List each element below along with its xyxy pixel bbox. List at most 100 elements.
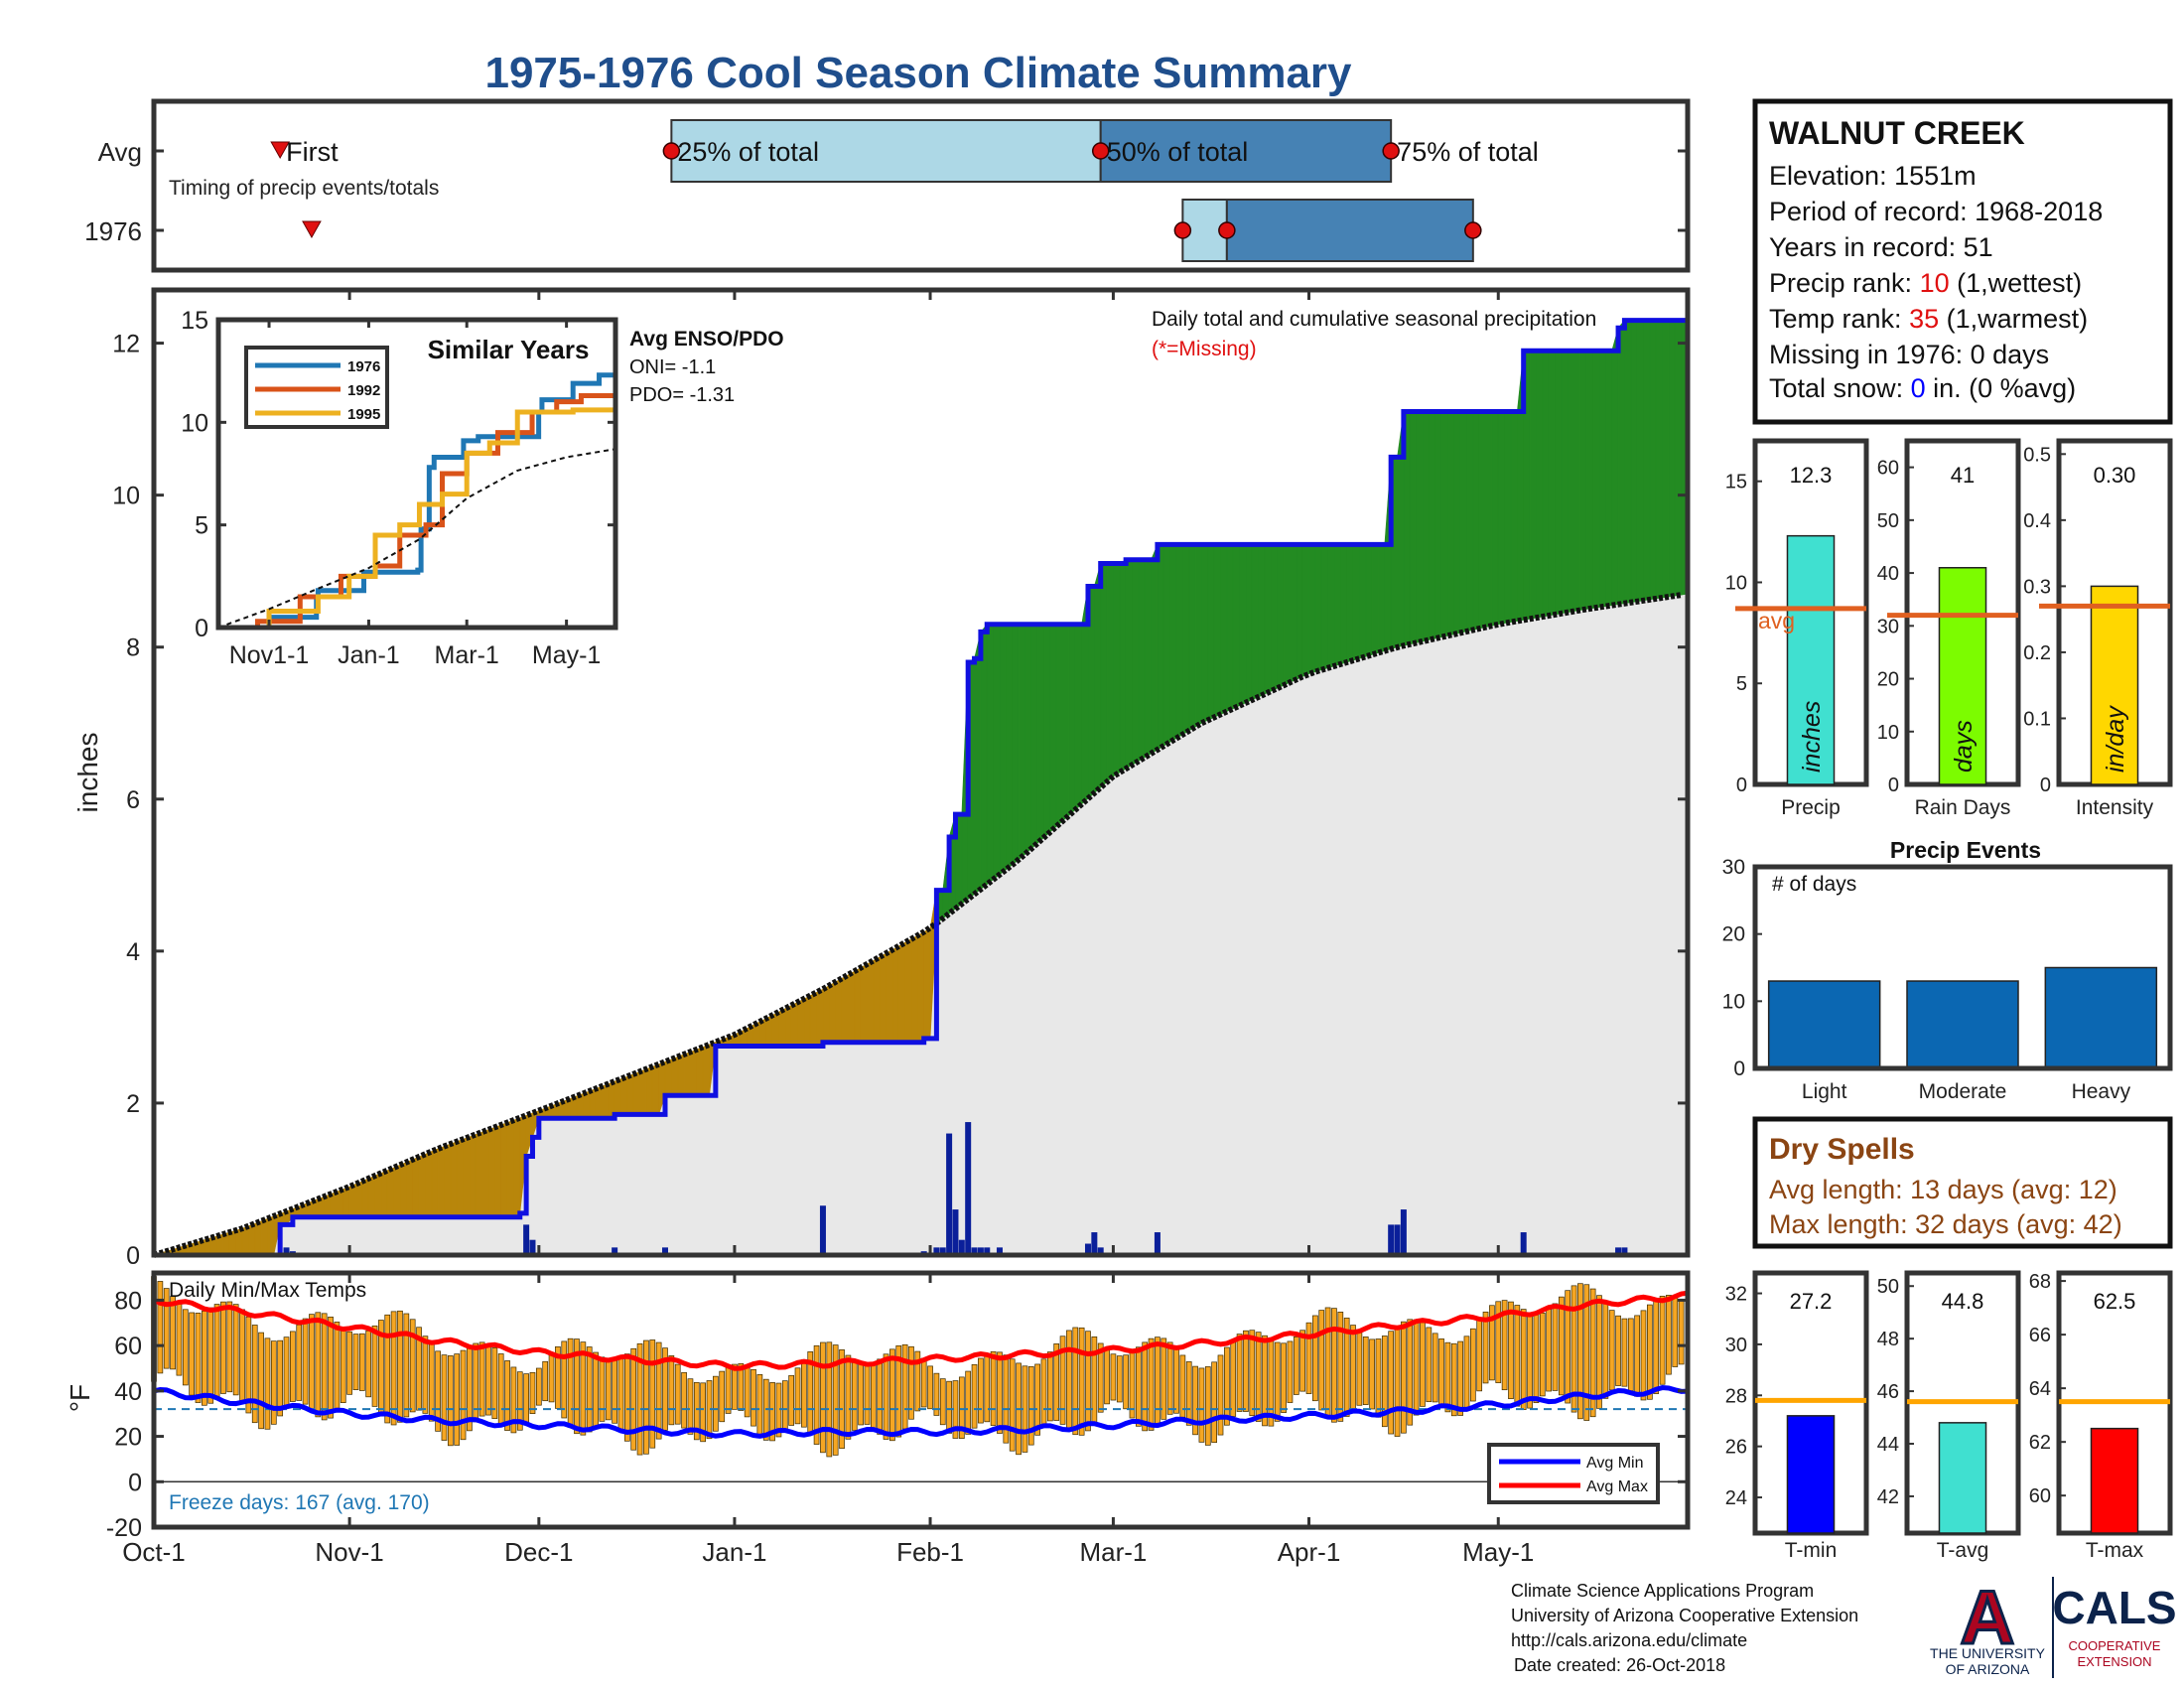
daily-temp-bar [624, 1353, 630, 1442]
timing-label-p25: 25% of total [677, 137, 819, 167]
daily-temp-bar [649, 1339, 656, 1449]
bar-panel-precip: avg 12.3 inches 0 5 10 15 Precip [1725, 438, 1869, 819]
daily-temp-bar [877, 1358, 884, 1435]
daily-temp-bar [839, 1349, 845, 1450]
avg-25-50-box [670, 119, 1102, 183]
below-average-fill [374, 1172, 382, 1218]
daily-temp-bar [1179, 1354, 1186, 1418]
small-y-tick-label: 0 [1736, 774, 1747, 796]
above-average-fill [1226, 544, 1234, 713]
small-y-tick-label: 50 [1877, 510, 1899, 532]
inset-y-tick-label: 5 [195, 512, 208, 540]
events-y-tick-label: 30 [1722, 856, 1745, 879]
temp-bar-panel-t-min: 27.2 24 26 28 30 32 T-min [1725, 1270, 1869, 1562]
daily-temp-bar [397, 1310, 403, 1423]
daily-precip-bar [1091, 1232, 1098, 1255]
daily-temp-bar [693, 1381, 700, 1441]
daily-temp-bar [315, 1312, 322, 1418]
below-average-fill [923, 927, 931, 1040]
above-average-fill [1429, 411, 1435, 640]
temps-title: Daily Min/Max Temps [169, 1279, 366, 1302]
daily-precip-bar [283, 1247, 290, 1255]
daily-temp-bar [1142, 1341, 1149, 1432]
below-average-fill [513, 1117, 521, 1218]
temp-bar-value-label: 44.8 [1942, 1289, 1984, 1314]
daily-temp-bar [1621, 1318, 1628, 1387]
event-bar-light [1767, 980, 1881, 1069]
month-tick-label: Apr-1 [1278, 1537, 1341, 1567]
daily-temp-bar [920, 1357, 927, 1408]
above-average-fill [1320, 544, 1328, 671]
small-y-tick-label: 5 [1736, 673, 1747, 695]
above-average-fill [1485, 411, 1493, 629]
daily-temp-bar [643, 1339, 649, 1455]
daily-precip-bar [1615, 1247, 1622, 1255]
above-average-fill [1239, 544, 1247, 707]
month-tick-label: Dec-1 [504, 1537, 573, 1567]
chart-title: 1975-1976 Cool Season Climate Summary [484, 49, 1352, 97]
temps-y-tick-label: 0 [128, 1469, 142, 1496]
main-y-tick-label: 4 [126, 938, 140, 966]
below-average-fill [632, 1070, 640, 1115]
daily-temp-bar [725, 1366, 732, 1414]
daily-temp-bar [788, 1374, 795, 1426]
daily-temp-bar [946, 1380, 952, 1434]
daily-temp-bar [1596, 1295, 1602, 1409]
daily-temp-bar [1040, 1358, 1047, 1427]
daily-temp-bar [599, 1356, 606, 1422]
daily-temp-bar [1236, 1334, 1243, 1412]
above-average-fill [1422, 411, 1430, 642]
station-info-box: WALNUT CREEK Elevation: 1551m Period of … [1752, 98, 2173, 425]
above-average-fill [1327, 544, 1335, 669]
daily-precip-bar [946, 1133, 953, 1255]
freeze-days: Freeze days: 167 (avg. 170) [169, 1491, 430, 1514]
footer-line4: Date created: 26-Oct-2018 [1514, 1655, 1725, 1675]
events-y-tick-label: 0 [1733, 1057, 1745, 1080]
daily-temp-bar [251, 1325, 258, 1424]
below-average-fill [367, 1175, 375, 1218]
below-average-fill [671, 1055, 679, 1096]
below-average-fill [614, 1078, 621, 1115]
above-average-fill [1365, 544, 1373, 657]
above-average-fill [1283, 544, 1291, 686]
below-average-fill [651, 1063, 659, 1115]
daily-temp-bar [713, 1375, 719, 1432]
daily-temp-bar [1659, 1296, 1666, 1385]
small-y-tick-label: 0.2 [2023, 642, 2051, 664]
event-bar-moderate [1906, 980, 2019, 1069]
daily-temp-bar [270, 1340, 277, 1425]
daily-temp-bar [580, 1341, 587, 1436]
daily-temp-bar [769, 1382, 775, 1442]
daily-temp-bar [794, 1367, 801, 1425]
daily-temp-bar [908, 1345, 914, 1420]
daily-temp-bar [264, 1337, 271, 1430]
timing-subtitle: Timing of precip events/totals [169, 177, 439, 200]
daily-precip-bar [971, 1247, 978, 1255]
below-average-fill [816, 988, 824, 1048]
daily-temp-bar [1666, 1295, 1672, 1375]
below-average-fill [437, 1146, 445, 1218]
below-average-fill [639, 1068, 647, 1115]
daily-temp-bar [1356, 1331, 1363, 1406]
above-average-fill [1062, 624, 1070, 822]
daily-temp-bar [990, 1350, 997, 1426]
daily-temp-bar [1653, 1299, 1660, 1394]
daily-temp-bar [700, 1382, 706, 1443]
above-average-fill [1536, 350, 1544, 619]
inset-x-tick-label: Mar-1 [435, 641, 499, 669]
above-average-fill [1043, 624, 1051, 839]
below-average-fill [481, 1129, 489, 1218]
oni-value: ONI= -1.1 [629, 356, 716, 378]
daily-temp-bar [1520, 1309, 1527, 1410]
daily-temp-bar [1046, 1351, 1053, 1422]
temp-small-y-tick-label: 64 [2029, 1378, 2051, 1400]
timing-label-p50: 50% of total [1107, 137, 1249, 167]
inset-x-tick-label: Jan-1 [338, 641, 400, 669]
above-average-fill [999, 624, 1007, 876]
main-y-tick-label: 8 [126, 634, 140, 662]
daily-temp-bar [719, 1370, 726, 1423]
dry-spells-box: Dry Spells Avg length: 13 days (avg: 12)… [1752, 1116, 2173, 1249]
daily-temp-bar [1407, 1319, 1414, 1426]
daily-temp-bar [447, 1355, 454, 1447]
